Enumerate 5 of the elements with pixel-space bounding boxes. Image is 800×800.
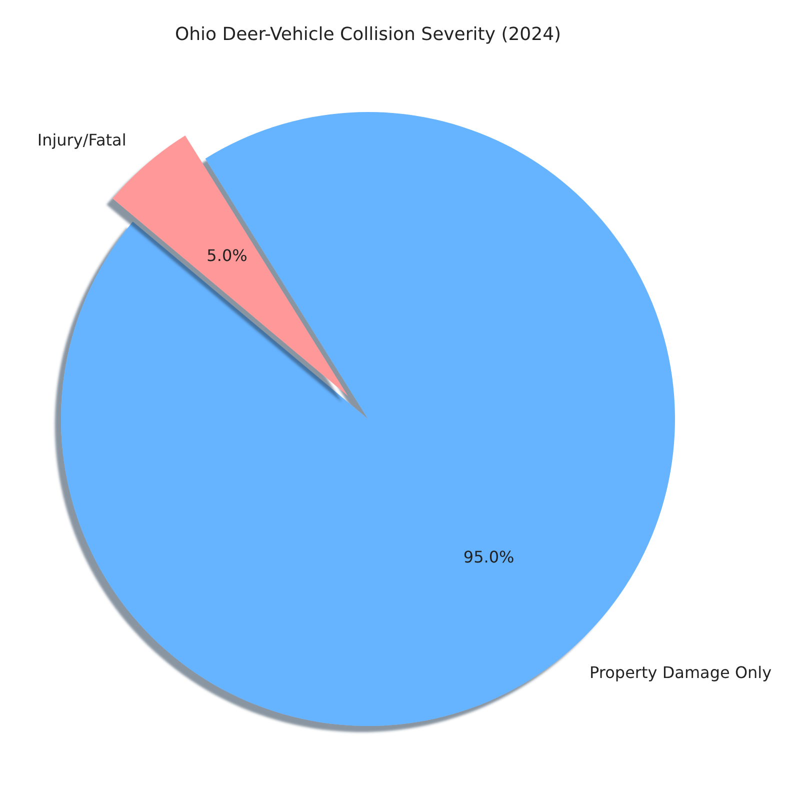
data-label: 95.0% [463, 547, 514, 566]
slice-label: Injury/Fatal [37, 130, 126, 150]
slice-label: Property Damage Only [590, 663, 772, 682]
chart-title: Ohio Deer-Vehicle Collision Severity (2024) [174, 24, 562, 45]
data-label: 5.0% [206, 246, 248, 266]
